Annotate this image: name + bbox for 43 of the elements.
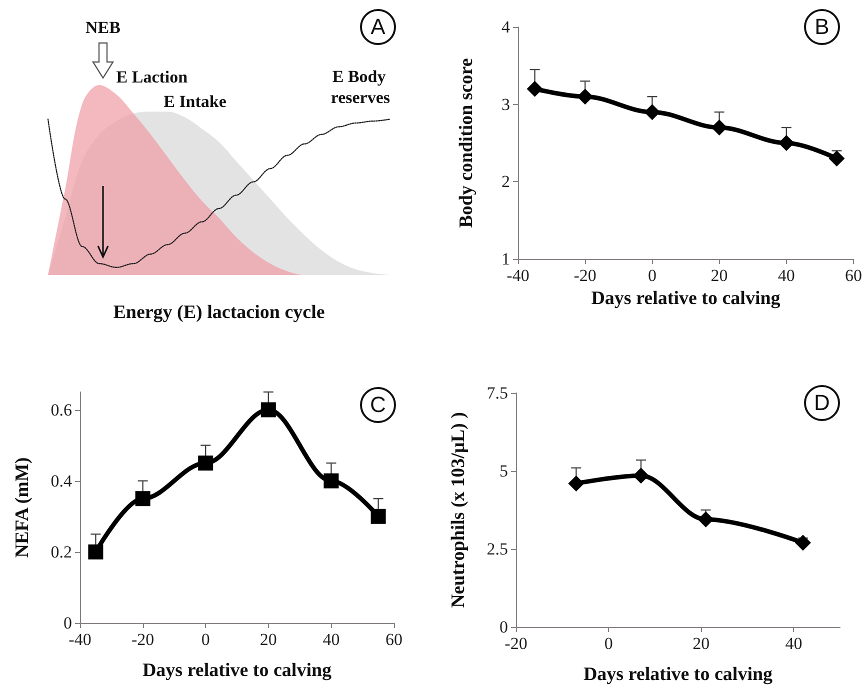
y-tick-label: 4 xyxy=(502,18,510,36)
x-axis-title: Days relative to calving xyxy=(583,664,774,685)
x-tick-label: 60 xyxy=(386,630,402,649)
circled-letter: B xyxy=(804,9,840,45)
x-tick-label: -20 xyxy=(131,630,154,649)
y-tick-label: 2 xyxy=(502,172,510,192)
x-tick-label: -40 xyxy=(506,266,530,285)
y-axis-title: Body condition score xyxy=(456,58,477,228)
x-tick-label: 40 xyxy=(785,634,802,653)
y-axis-title: Neutrophils (x 103/µL) ) xyxy=(448,412,469,608)
circled-letter: A xyxy=(360,9,396,45)
y-tick-label: 0.6 xyxy=(50,400,72,420)
y-tick-label: 2.5 xyxy=(486,540,508,558)
x-axis-title: Days relative to calving xyxy=(591,288,781,309)
x-tick-label: 0 xyxy=(604,634,613,653)
y-axis-title: NEFA (mM) xyxy=(12,457,33,558)
series-label: E Laction xyxy=(116,68,188,86)
y-tick-label: 1 xyxy=(502,250,510,268)
text: NEB xyxy=(86,18,120,38)
series-label: E Body reserves xyxy=(330,67,390,108)
y-tick-label: 3 xyxy=(502,94,510,114)
x-tick-label: 20 xyxy=(692,634,710,653)
x-tick-label: -20 xyxy=(574,266,596,285)
y-tick-label: 0.2 xyxy=(50,542,72,562)
x-tick-label: 0 xyxy=(201,630,210,649)
y-tick-label: 0 xyxy=(64,614,72,632)
x-tick-label: -20 xyxy=(504,634,528,653)
x-tick-label: 20 xyxy=(710,266,728,285)
x-tick-label: 40 xyxy=(778,266,795,285)
y-tick-label: 7.5 xyxy=(486,384,508,402)
x-tick-label: 60 xyxy=(845,266,862,285)
circled-letter: C xyxy=(360,387,396,423)
y-tick-label: 0 xyxy=(500,618,508,636)
y-tick-label: 5 xyxy=(500,462,508,480)
circled-letter: D xyxy=(804,385,840,421)
x-axis-title: Energy (E) lactacion cycle xyxy=(113,302,325,323)
y-tick-label: 0.4 xyxy=(50,471,72,490)
x-tick-label: 40 xyxy=(322,630,340,649)
x-tick-label: 0 xyxy=(648,266,656,285)
x-tick-label: -40 xyxy=(68,630,92,649)
x-tick-label: 20 xyxy=(260,630,277,649)
series-label: E Intake xyxy=(164,92,227,112)
x-axis-title: Days relative to calving xyxy=(142,660,332,681)
